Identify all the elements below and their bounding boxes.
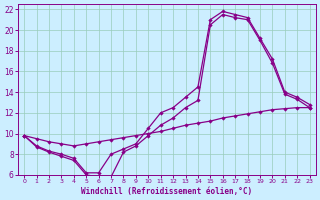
X-axis label: Windchill (Refroidissement éolien,°C): Windchill (Refroidissement éolien,°C) xyxy=(81,187,252,196)
